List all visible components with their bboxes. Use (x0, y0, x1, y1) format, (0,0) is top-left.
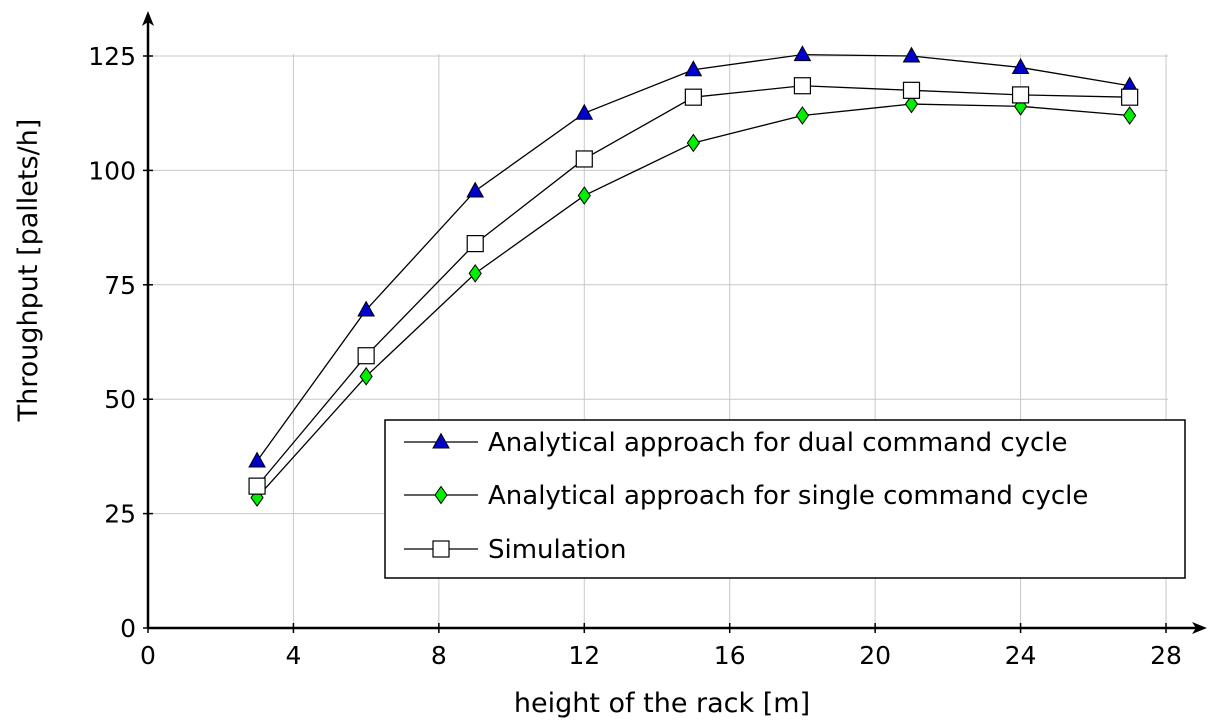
x-tick-label: 12 (568, 641, 600, 670)
data-point-diamond (1123, 106, 1137, 125)
x-tick-label: 24 (1005, 641, 1037, 670)
legend-marker-triangle (432, 432, 450, 449)
data-point-triangle (793, 45, 812, 62)
data-point-square (248, 477, 266, 495)
series-markers (248, 45, 1139, 507)
data-point-triangle (248, 451, 266, 468)
data-point-square (1011, 86, 1030, 104)
y-axis-arrow (142, 11, 154, 26)
data-point-square (466, 235, 484, 253)
series-line-triangle (256, 53, 1130, 462)
x-tick-label: 8 (431, 641, 447, 670)
data-point-triangle (357, 300, 375, 317)
x-axis-arrow (1192, 622, 1207, 634)
x-tick-label: 0 (140, 641, 156, 670)
legend-label: Analytical approach for dual command cyc… (488, 428, 1068, 458)
data-point-diamond (577, 186, 591, 205)
data-point-triangle (902, 46, 921, 63)
data-point-triangle (466, 181, 485, 198)
data-point-diamond (468, 263, 482, 283)
x-tick-label: 4 (285, 641, 301, 670)
x-axis-title: height of the rack [m] (514, 688, 810, 719)
legend-label: Simulation (488, 535, 627, 565)
y-tick-label: 100 (88, 156, 136, 185)
y-tick-label: 0 (120, 614, 136, 643)
y-tick-label: 50 (104, 385, 136, 414)
data-point-diamond (686, 133, 700, 153)
x-tick-label: 28 (1150, 641, 1182, 670)
legend-marker-square (432, 540, 450, 558)
x-tick-labels: 0 4 8 12 16 20 24 28 (140, 623, 1182, 670)
data-point-triangle (575, 103, 594, 120)
data-point-square (357, 347, 375, 365)
data-point-square (684, 88, 702, 106)
data-point-square (902, 81, 921, 99)
legend: Analytical approach for dual command cyc… (384, 419, 1186, 579)
x-tick-label: 16 (714, 641, 746, 670)
legend-box (384, 419, 1186, 579)
data-point-diamond (359, 366, 373, 386)
x-tick-label: 20 (859, 641, 891, 670)
legend-marker-diamond (434, 485, 448, 505)
data-point-square (793, 77, 812, 95)
y-tick-label: 125 (88, 42, 136, 71)
data-point-square (575, 150, 593, 168)
y-tick-label: 75 (104, 271, 136, 300)
y-axis-title: Throughput [pallets/h] (13, 119, 44, 423)
axes (142, 11, 1207, 634)
data-point-square (1121, 88, 1139, 106)
data-point-diamond (904, 94, 919, 114)
legend-label: Analytical approach for single command c… (488, 481, 1088, 511)
data-point-triangle (684, 60, 703, 77)
y-tick-label: 25 (104, 500, 136, 529)
data-point-triangle (1011, 58, 1030, 74)
data-point-diamond (795, 106, 810, 125)
y-tick-labels: 0 25 50 75 100 125 (88, 42, 153, 643)
